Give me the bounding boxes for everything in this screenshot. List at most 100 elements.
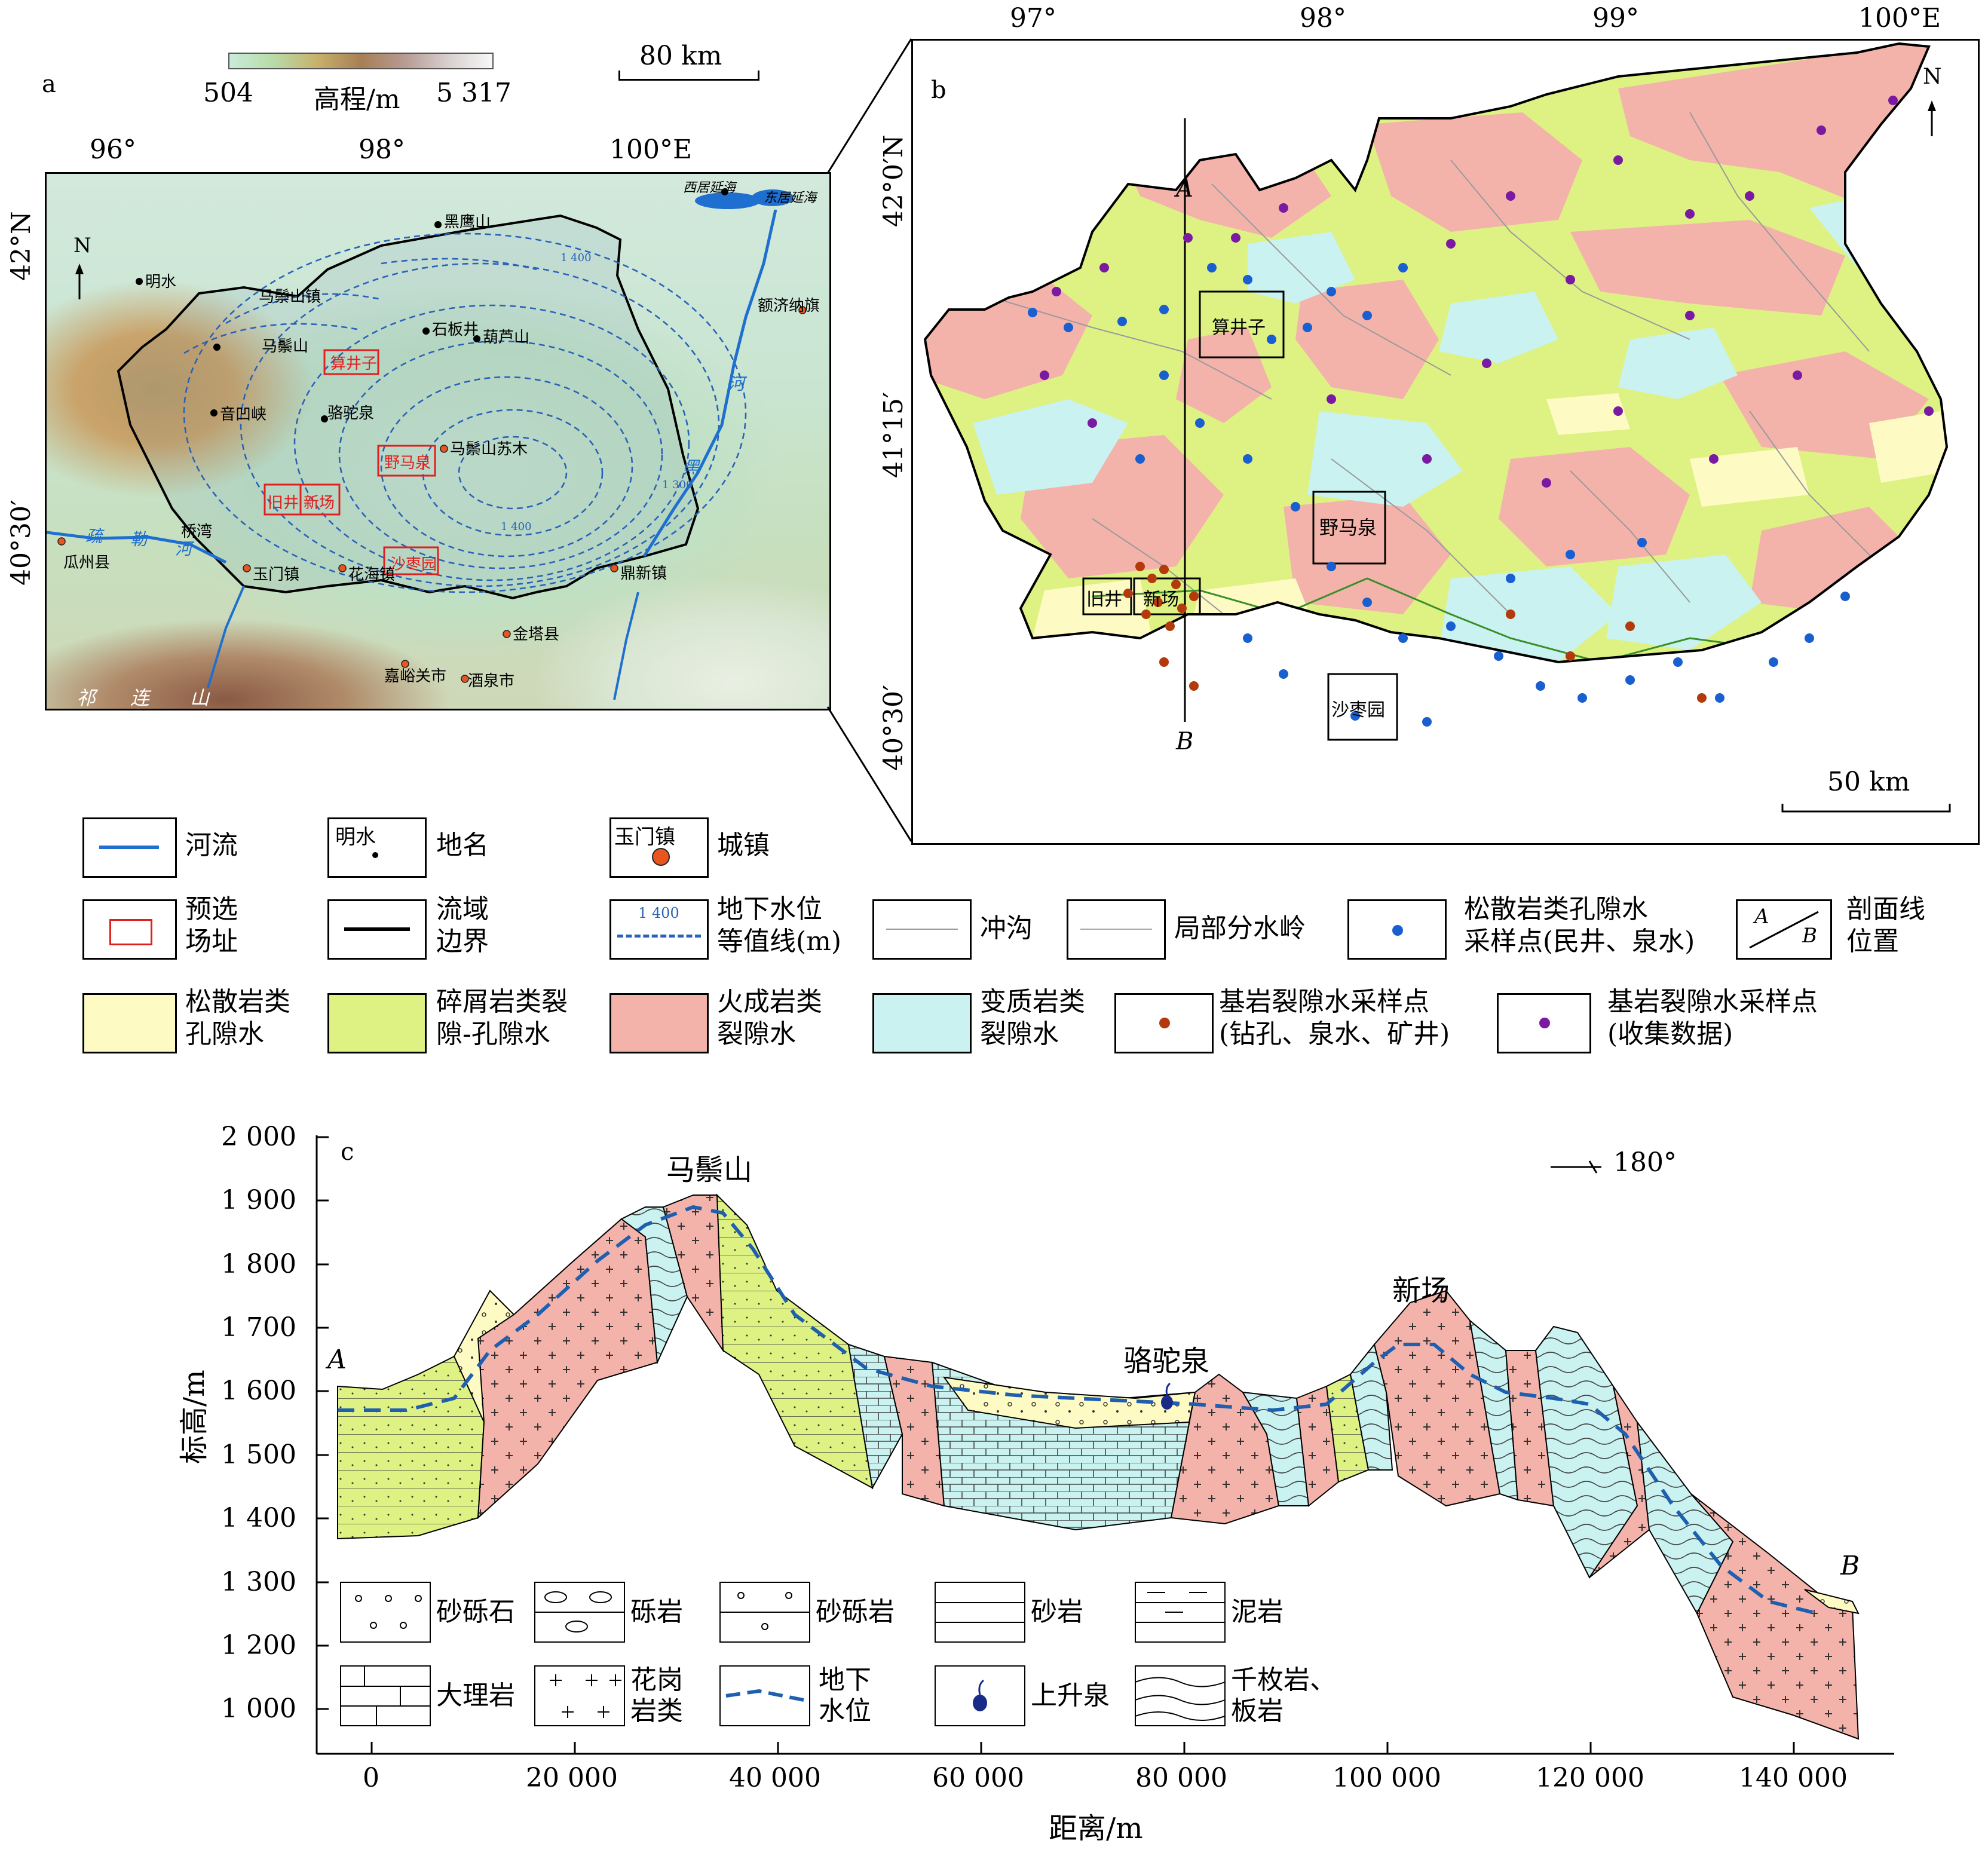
ytick-2000: 2 000 [221, 1122, 296, 1152]
legend-clastic-swatch [327, 993, 427, 1053]
panel-a-north: N [73, 234, 91, 258]
legend-loose-label: 松散岩类 孔隙水 [185, 987, 290, 1049]
scale-label-a: 80 km [639, 41, 722, 71]
legend-site-label: 预选 场址 [185, 894, 238, 957]
lake-east-juyan [752, 189, 794, 206]
legend-town-label: 城镇 [717, 830, 770, 860]
legend-igneous-label: 火成岩类 裂隙水 [717, 987, 822, 1049]
place-luotuoquan: 骆驼泉 [327, 405, 375, 422]
ytick-1800: 1 800 [221, 1249, 296, 1279]
legend-boundary-label: 流域 边界 [436, 894, 489, 957]
contour-label-3: 1 400 [501, 520, 532, 533]
legend-contour-symbol: 1 400 [609, 899, 709, 960]
panel-c-yticks [317, 1136, 329, 1710]
elevation-min: 504 [203, 78, 253, 108]
place-yinwaxia: 音凹峡 [220, 406, 267, 424]
legend-loose-sample-label: 松散岩类孔隙水 采样点(民井、泉水) [1464, 894, 1695, 957]
river-label-1: 疏 [85, 526, 103, 546]
bedrock-samples [1123, 562, 1707, 703]
legend-place-label: 地名 [436, 830, 489, 860]
lith-label-conglomerate: 砾岩 [630, 1597, 683, 1627]
lith-label-phyllite: 千枚岩、 板岩 [1231, 1665, 1336, 1726]
panel-b-lon-98: 98° [1300, 3, 1346, 33]
lith-label-mudstone: 泥岩 [1231, 1597, 1284, 1627]
section-c-end-a: A [327, 1344, 347, 1375]
xtick-140000: 140 000 [1739, 1763, 1848, 1793]
place-guazhou: 瓜州县 [63, 554, 111, 572]
ytick-1200: 1 200 [221, 1630, 296, 1661]
place-hulushan: 葫芦山 [483, 329, 530, 347]
panel-a-svg [47, 188, 807, 700]
site-box-b-xinchang [1133, 577, 1201, 615]
place-shibanjing: 石板井 [432, 321, 479, 339]
legend-town-symbol: 玉门镇 [609, 817, 709, 878]
legend-boundary-symbol [327, 899, 427, 960]
lithology-legend-symbols [340, 1582, 1226, 1726]
legend-bedrock-sample-label: 基岩裂隙水采样点 (钻孔、泉水、矿井) [1219, 987, 1450, 1049]
contour-label-1: 1 400 [560, 252, 592, 264]
ytick-1000: 1 000 [221, 1693, 296, 1724]
legend-loose-sample-symbol [1347, 899, 1447, 960]
legend-divide-label: 局部分水岭 [1174, 913, 1306, 944]
site-b-yemaquan: 野马泉 [1319, 516, 1377, 539]
legend-metamorphic-label: 变质岩类 裂隙水 [980, 987, 1085, 1049]
legend-river-label: 河流 [185, 830, 238, 860]
legend-contour-label: 地下水位 等值线(m) [717, 894, 842, 957]
scale-bar-b [1781, 804, 1951, 813]
site-box-xinchang [299, 483, 341, 516]
scale-label-b: 50 km [1827, 767, 1910, 797]
panel-a-lon-98: 98° [359, 134, 405, 165]
lith-label-sandstone: 砂岩 [1031, 1597, 1083, 1627]
orientation-label: 180° [1613, 1147, 1677, 1178]
mountain-label-3: 山 [190, 687, 210, 709]
place-jiayuguan: 嘉峪关市 [384, 667, 447, 685]
legend-site-symbol [82, 899, 177, 960]
elevation-label: 高程/m [314, 84, 400, 115]
place-huahai: 花海镇 [348, 566, 396, 584]
legend-igneous-swatch [609, 993, 709, 1053]
site-shazaoyuan: 沙枣园 [390, 556, 437, 574]
peak-xinchang: 新场 [1392, 1274, 1450, 1307]
legend-collected-sample-symbol [1497, 993, 1591, 1053]
panel-a-lon-96: 96° [90, 134, 136, 165]
site-box-suanjingzi [323, 349, 379, 375]
panel-b-north: N [1923, 65, 1942, 89]
legend-gully-symbol [872, 899, 972, 960]
site-box-b-suanjingzi [1199, 290, 1285, 359]
place-jinta: 金塔县 [513, 626, 560, 644]
panel-b-lon-100: 100°E [1858, 3, 1941, 33]
mountain-label-1: 祁 [76, 687, 96, 709]
legend-gully-label: 冲沟 [980, 913, 1033, 944]
contour-label-2: 1 300 [662, 479, 693, 491]
groundwater-contours [183, 232, 747, 593]
ytick-1300: 1 300 [221, 1567, 296, 1597]
lith-label-sandgravel: 砂砾石 [436, 1597, 515, 1627]
place-mazongshan: 马鬃山 [262, 338, 309, 356]
xtick-80000: 80 000 [1135, 1763, 1227, 1793]
scale-bar-a [618, 71, 759, 81]
place-mazongshan-sumu: 马鬃山苏木 [450, 440, 528, 458]
site-b-suanjingzi: 算井子 [1212, 317, 1266, 338]
legend-section-line-label: 剖面线 位置 [1846, 894, 1925, 957]
site-box-shazaoyuan [383, 546, 439, 575]
spring-symbol [1161, 1382, 1173, 1410]
panel-c-letter: c [341, 1138, 354, 1166]
legend-river-symbol [82, 817, 177, 878]
lake-west-juyan [695, 192, 761, 209]
site-xinchang: 新场 [304, 494, 335, 512]
legend-bedrock-sample-symbol [1114, 993, 1214, 1053]
lith-label-granite: 花岗 岩类 [630, 1665, 683, 1726]
panel-b-lon-97: 97° [1010, 3, 1056, 33]
loose-samples [1028, 263, 1850, 727]
site-b-xinchang: 新场 [1143, 589, 1179, 610]
river-hei [642, 209, 777, 558]
elevation-colorbar [228, 53, 494, 69]
ytick-1500: 1 500 [221, 1439, 296, 1470]
elevation-max: 5 317 [436, 78, 511, 108]
panel-c-xlabel: 距离/m [1049, 1812, 1143, 1845]
basin-boundary-b [923, 42, 1949, 664]
site-box-yemaquan [377, 445, 436, 477]
xtick-120000: 120 000 [1536, 1763, 1644, 1793]
place-yumen: 玉门镇 [253, 566, 300, 584]
site-suanjingzi: 算井子 [330, 355, 378, 373]
